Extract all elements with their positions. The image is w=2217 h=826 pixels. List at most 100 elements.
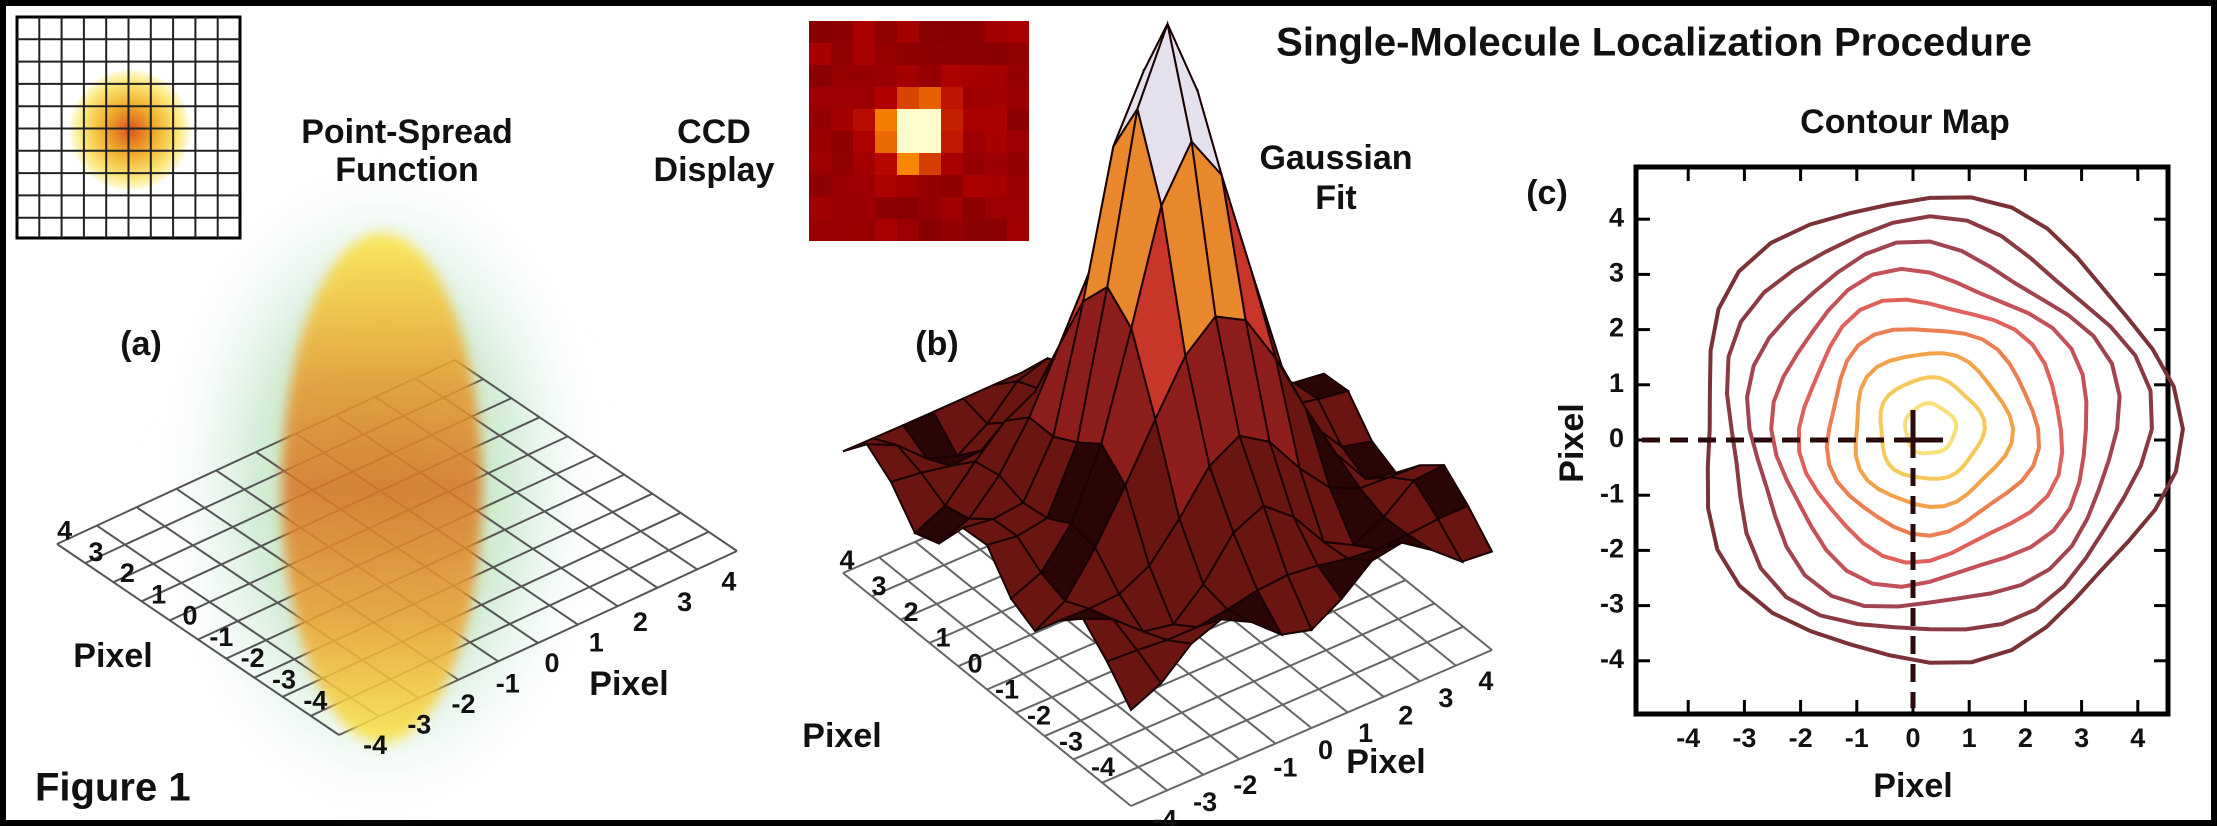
- ccd-pixel: [1007, 65, 1029, 87]
- axis-tick-label: 1: [1358, 718, 1373, 748]
- ccd-pixel: [985, 153, 1007, 175]
- axis-tick-label: 2: [120, 558, 135, 588]
- caption: Fit: [1315, 179, 1357, 217]
- ccd-pixel: [985, 219, 1007, 241]
- ccd-pixel: [1007, 131, 1029, 153]
- ccd-pixel: [1007, 197, 1029, 219]
- ccd-pixel: [919, 197, 941, 219]
- x-tick-label: -3: [1732, 723, 1756, 753]
- axis-title: Pixel: [589, 665, 668, 703]
- axis-tick-label: -3: [272, 664, 296, 694]
- psf-icon: [17, 17, 240, 238]
- x-tick-label: 3: [2074, 723, 2089, 753]
- ccd-pixel: [963, 153, 985, 175]
- ccd-pixel: [919, 109, 941, 131]
- ccd-pixel: [875, 131, 897, 153]
- ccd-pixel: [919, 87, 941, 109]
- ccd-pixel: [985, 109, 1007, 131]
- ccd-pixel: [897, 109, 919, 131]
- page: Single-Molecule Localization Procedure F…: [0, 0, 2217, 826]
- ccd-pixel: [875, 43, 897, 65]
- ccd-pixel: [941, 65, 963, 87]
- ccd-pixel: [809, 43, 831, 65]
- y-tick-label: -2: [1600, 534, 1624, 564]
- axis-tick-label: -1: [995, 675, 1019, 705]
- y-tick-label: 2: [1609, 313, 1624, 343]
- ccd-pixel: [963, 43, 985, 65]
- ccd-pixel: [809, 87, 831, 109]
- panel-label: (b): [915, 325, 958, 363]
- axis-tick-label: -2: [241, 643, 265, 673]
- axis-tick-label: 3: [88, 537, 103, 567]
- ccd-pixel: [809, 153, 831, 175]
- ccd-pixel: [831, 175, 853, 197]
- ccd-pixel: [897, 87, 919, 109]
- ccd-pixel: [875, 109, 897, 131]
- title: Single-Molecule Localization Procedure: [1276, 21, 2032, 65]
- ccd-pixel: [897, 197, 919, 219]
- ccd-pixel: [897, 65, 919, 87]
- y-tick-label: -1: [1600, 478, 1624, 508]
- axis-tick-label: 0: [182, 601, 197, 631]
- ccd-pixel: [1007, 87, 1029, 109]
- caption: Gaussian: [1259, 139, 1412, 177]
- y-tick-label: 3: [1609, 258, 1624, 288]
- ccd-pixel: [809, 21, 831, 43]
- ccd-pixel: [809, 197, 831, 219]
- y-axis-title: Pixel: [1553, 403, 1591, 482]
- ccd-pixel: [919, 153, 941, 175]
- axis-tick-label: -1: [209, 622, 233, 652]
- ccd-pixel: [853, 153, 875, 175]
- axis-tick-label: -3: [407, 709, 431, 739]
- ccd-image: [809, 21, 1029, 241]
- figure-label: Figure 1: [35, 766, 191, 810]
- axis-tick-label: -4: [1091, 752, 1115, 782]
- y-tick-label: 1: [1609, 368, 1624, 398]
- ccd-pixel: [875, 65, 897, 87]
- caption: CCD: [677, 113, 751, 151]
- ccd-pixel: [831, 87, 853, 109]
- ccd-pixel: [1007, 109, 1029, 131]
- x-tick-label: 0: [1905, 723, 1920, 753]
- ccd-pixel: [831, 43, 853, 65]
- ccd-pixel: [875, 87, 897, 109]
- ccd-pixel: [897, 153, 919, 175]
- ccd-pixel: [985, 175, 1007, 197]
- x-tick-label: 1: [1962, 723, 1977, 753]
- axis-tick-label: 0: [544, 648, 559, 678]
- axis-tick-label: -1: [496, 669, 520, 699]
- ccd-pixel: [831, 21, 853, 43]
- figure: Single-Molecule Localization Procedure F…: [0, 0, 2217, 826]
- caption: Point-Spread: [301, 113, 513, 151]
- ccd-pixel: [919, 65, 941, 87]
- ccd-pixel: [941, 21, 963, 43]
- axis-title: Pixel: [1346, 743, 1425, 781]
- ccd-pixel: [875, 197, 897, 219]
- ccd-pixel: [853, 109, 875, 131]
- caption: Function: [335, 151, 479, 189]
- ccd-pixel: [985, 131, 1007, 153]
- ccd-pixel: [1007, 153, 1029, 175]
- x-tick-label: -2: [1789, 723, 1813, 753]
- ccd-pixel: [941, 43, 963, 65]
- y-tick-label: -4: [1600, 644, 1624, 674]
- ccd-pixel: [941, 219, 963, 241]
- x-tick-label: -1: [1845, 723, 1869, 753]
- ccd-pixel: [941, 109, 963, 131]
- x-tick-label: 4: [2130, 723, 2145, 753]
- ccd-pixel: [875, 219, 897, 241]
- ccd-pixel: [831, 109, 853, 131]
- ccd-pixel: [853, 21, 875, 43]
- ccd-pixel: [919, 131, 941, 153]
- ccd-pixel: [985, 65, 1007, 87]
- ccd-pixel: [831, 153, 853, 175]
- ccd-pixel: [919, 21, 941, 43]
- caption: Display: [654, 151, 775, 189]
- contour-title: Contour Map: [1800, 103, 2010, 141]
- ccd-pixel: [853, 65, 875, 87]
- axis-tick-label: -3: [1059, 726, 1083, 756]
- contour-map: [1636, 167, 2183, 714]
- axis-tick-label: 1: [151, 579, 166, 609]
- axis-tick-label: 2: [1398, 700, 1413, 730]
- ccd-pixel: [1007, 175, 1029, 197]
